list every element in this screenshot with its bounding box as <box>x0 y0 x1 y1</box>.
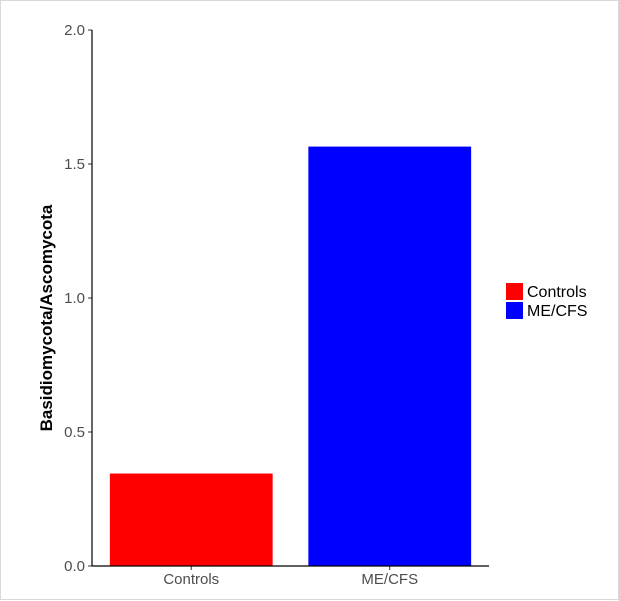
legend-swatch <box>506 302 523 319</box>
y-tick-label: 1.5 <box>64 156 85 173</box>
x-tick-label: Controls <box>163 571 219 588</box>
y-tick-label: 0.0 <box>64 558 85 575</box>
bar-me-cfs <box>308 146 472 566</box>
y-tick-label: 1.0 <box>64 290 85 307</box>
legend-swatch <box>506 283 523 300</box>
bar-controls <box>109 473 273 566</box>
y-tick-label: 0.5 <box>64 424 85 441</box>
legend-label: ME/CFS <box>527 303 587 320</box>
legend: Controls ME/CFS <box>506 283 587 320</box>
y-tick-label: 2.0 <box>64 22 85 39</box>
y-ticks-group: 0.0 0.5 1.0 1.5 2.0 <box>64 22 92 575</box>
x-ticks-group: Controls ME/CFS <box>163 566 418 588</box>
x-tick-label: ME/CFS <box>361 571 418 588</box>
legend-label: Controls <box>527 284 587 301</box>
y-axis-title: Basidiomycota/Ascomycota <box>37 204 56 431</box>
bars-group <box>109 146 472 566</box>
